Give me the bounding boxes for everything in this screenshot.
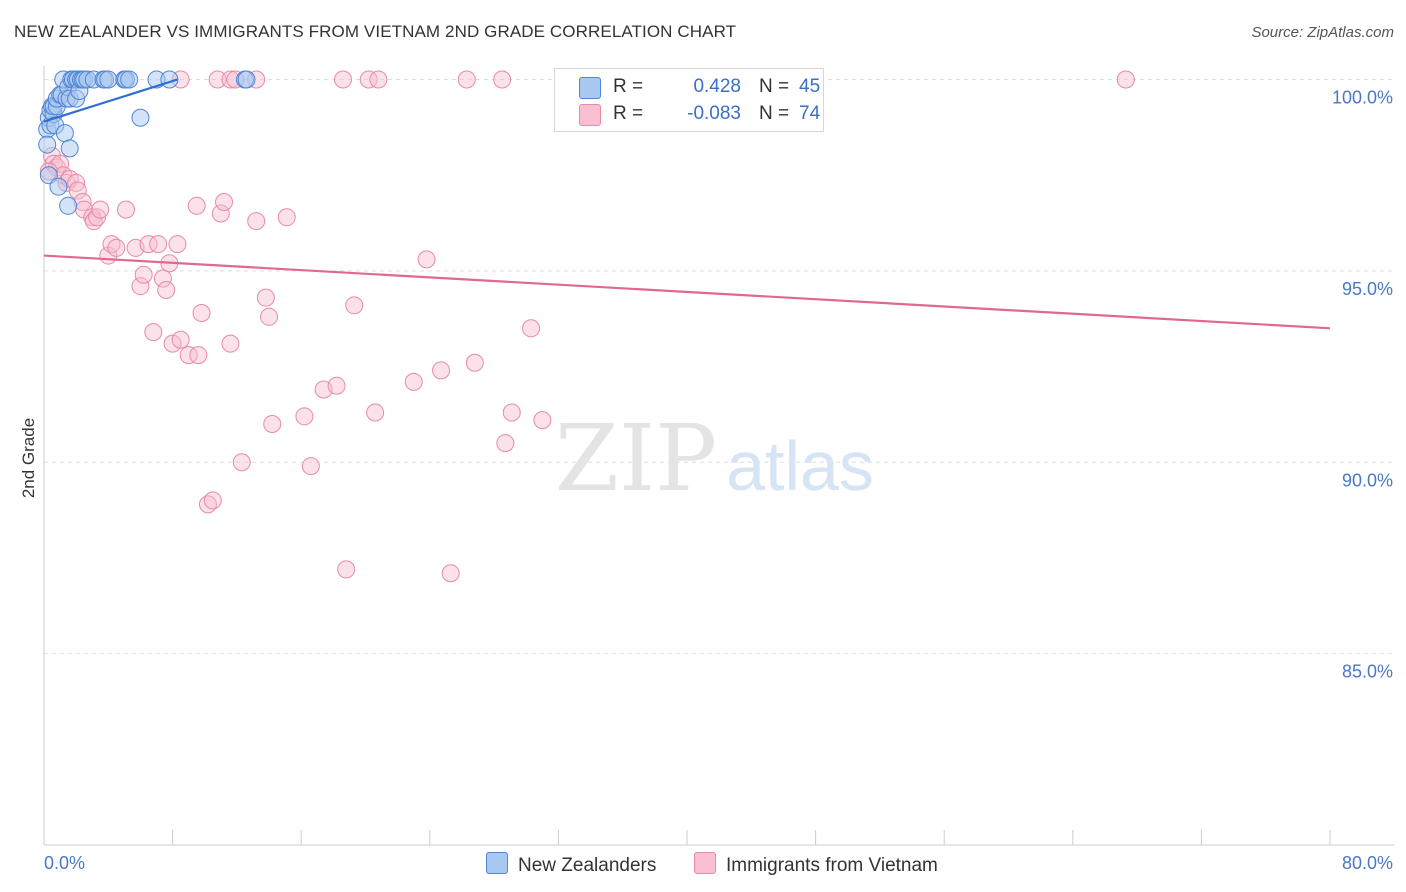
watermark: ZIP atlas: [555, 405, 874, 512]
point-immigrants-from-vietnam: [157, 281, 176, 300]
point-immigrants-from-vietnam: [493, 70, 512, 89]
y-axis-title: 2nd Grade: [19, 418, 38, 498]
watermark-atlas: atlas: [726, 427, 874, 505]
point-new-zealanders: [39, 166, 58, 185]
point-immigrants-from-vietnam: [502, 403, 521, 422]
point-immigrants-from-vietnam: [131, 277, 150, 296]
point-immigrants-from-vietnam: [247, 212, 266, 231]
trend-line-new-zealanders: [43, 78, 178, 123]
point-immigrants-from-vietnam: [221, 334, 240, 353]
y-tick-label: 85.0%: [1342, 662, 1393, 682]
point-immigrants-from-vietnam: [366, 403, 385, 422]
point-immigrants-from-vietnam: [522, 319, 541, 338]
legend-n-label: N =: [759, 103, 790, 124]
point-immigrants-from-vietnam: [168, 235, 187, 254]
point-new-zealanders: [60, 139, 79, 158]
bottom-legend-label: Immigrants from Vietnam: [726, 855, 938, 876]
bottom-legend-new-zealanders: New Zealanders: [486, 852, 656, 877]
bottom-legend-swatch-pink: [694, 852, 716, 874]
point-immigrants-from-vietnam: [139, 235, 158, 254]
point-immigrants-from-vietnam: [301, 457, 320, 476]
point-immigrants-from-vietnam: [144, 323, 163, 342]
bottom-legend-label: New Zealanders: [518, 855, 657, 876]
bottom-legend-immigrants-from-vietnam: Immigrants from Vietnam: [694, 852, 938, 877]
point-immigrants-from-vietnam: [68, 181, 87, 200]
point-immigrants-from-vietnam: [333, 70, 352, 89]
point-immigrants-from-vietnam: [256, 288, 275, 307]
y-tick-label: 100.0%: [1332, 88, 1393, 108]
point-immigrants-from-vietnam: [1116, 70, 1135, 89]
point-new-zealanders: [55, 124, 74, 143]
watermark-zip: ZIP: [555, 405, 717, 512]
legend-r-label: R =: [613, 76, 644, 97]
point-immigrants-from-vietnam: [107, 238, 126, 257]
point-immigrants-from-vietnam: [189, 346, 208, 365]
point-new-zealanders: [131, 108, 150, 127]
source-credit: Source: ZipAtlas.com: [1251, 24, 1394, 41]
trend-lines: [43, 78, 1331, 330]
point-immigrants-from-vietnam: [337, 560, 356, 579]
point-immigrants-from-vietnam: [179, 346, 198, 365]
legend-n-value: 74: [799, 103, 821, 124]
point-new-zealanders: [49, 177, 68, 196]
point-immigrants-from-vietnam: [432, 361, 451, 380]
point-immigrants-from-vietnam: [215, 192, 234, 211]
legend-n-value: 45: [799, 76, 821, 97]
gridlines: [44, 79, 1394, 655]
point-immigrants-from-vietnam: [496, 434, 515, 453]
y-tick-label: 90.0%: [1342, 470, 1393, 490]
y-tick-label: 95.0%: [1342, 279, 1393, 299]
point-immigrants-from-vietnam: [404, 372, 423, 391]
point-immigrants-from-vietnam: [91, 200, 110, 219]
point-new-zealanders: [237, 70, 256, 89]
legend-r-label: R =: [613, 103, 644, 124]
point-immigrants-from-vietnam: [359, 70, 378, 89]
axes: [43, 66, 1394, 846]
point-immigrants-from-vietnam: [211, 204, 230, 223]
point-immigrants-from-vietnam: [232, 453, 251, 472]
legend-n-label: N =: [759, 76, 790, 97]
x-tick-label-min: 0.0%: [44, 853, 85, 873]
point-immigrants-from-vietnam: [457, 70, 476, 89]
point-immigrants-from-vietnam: [417, 250, 436, 269]
x-tick-label-max: 80.0%: [1342, 853, 1393, 873]
point-immigrants-from-vietnam: [208, 70, 227, 89]
point-immigrants-from-vietnam: [116, 200, 135, 219]
point-immigrants-from-vietnam: [149, 235, 168, 254]
point-immigrants-from-vietnam: [203, 491, 222, 510]
point-immigrants-from-vietnam: [369, 70, 388, 89]
chart-title: NEW ZEALANDER VS IMMIGRANTS FROM VIETNAM…: [14, 22, 737, 41]
point-immigrants-from-vietnam: [134, 265, 153, 284]
point-immigrants-from-vietnam: [187, 196, 206, 215]
point-immigrants-from-vietnam: [192, 303, 211, 322]
point-new-zealanders: [59, 196, 78, 215]
point-new-zealanders: [99, 70, 118, 89]
point-immigrants-from-vietnam: [345, 296, 364, 315]
point-immigrants-from-vietnam: [67, 173, 86, 192]
point-immigrants-from-vietnam: [260, 307, 279, 326]
stats-legend: R = 0.428 N = 45 R = -0.083 N = 74: [554, 68, 824, 132]
point-immigrants-from-vietnam: [295, 407, 314, 426]
series-immigrants-from-vietnam: [39, 70, 1135, 583]
tick-labels: 85.0% 90.0% 95.0% 100.0% 0.0% 80.0%: [44, 88, 1393, 874]
point-immigrants-from-vietnam: [327, 376, 346, 395]
legend-r-value: -0.083: [687, 103, 741, 124]
bottom-legend-swatch-blue: [486, 852, 508, 874]
trend-line-immigrants-from-vietnam: [43, 254, 1331, 330]
point-immigrants-from-vietnam: [277, 208, 296, 227]
point-immigrants-from-vietnam: [465, 353, 484, 372]
point-immigrants-from-vietnam: [263, 414, 282, 433]
point-immigrants-from-vietnam: [533, 411, 552, 430]
legend-r-value: 0.428: [693, 76, 741, 97]
point-new-zealanders: [120, 70, 139, 89]
point-immigrants-from-vietnam: [171, 330, 190, 349]
legend-swatch-pink: [579, 104, 601, 126]
point-new-zealanders: [38, 135, 57, 154]
point-immigrants-from-vietnam: [153, 269, 172, 288]
point-immigrants-from-vietnam: [441, 564, 460, 583]
legend-swatch-blue: [579, 77, 601, 99]
